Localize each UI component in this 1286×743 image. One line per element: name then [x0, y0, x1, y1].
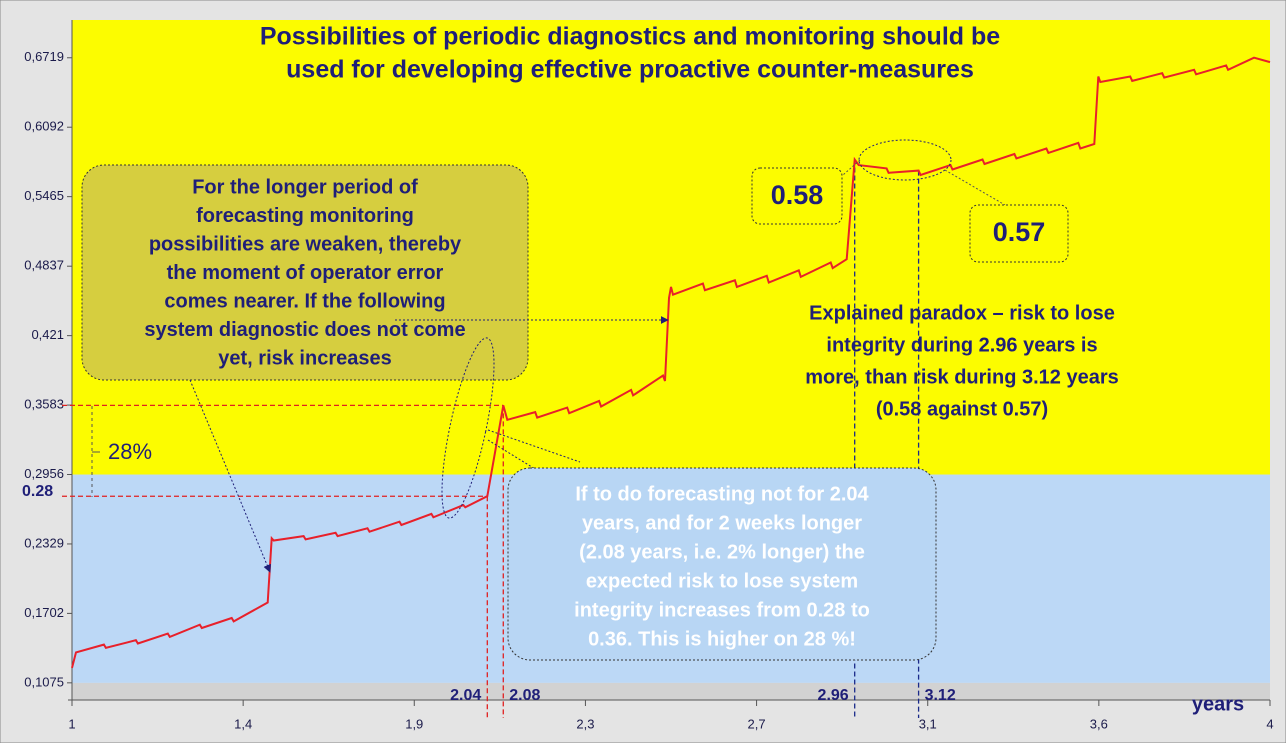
dip-label: 0.57 — [993, 217, 1046, 247]
paradox-note-line: integrity during 2.96 years is — [826, 334, 1097, 356]
left-note-line: possibilities are weaken, thereby — [149, 233, 462, 255]
dip-box — [969, 204, 1069, 263]
jump-note-line: 0.36. This is higher on 28 %! — [588, 628, 856, 650]
left-note-line: the moment of operator error — [167, 262, 444, 284]
jump-note-line: (2.08 years, i.e. 2% longer) the — [579, 541, 865, 563]
y-tick-label: 0,2956 — [24, 466, 64, 481]
y-tick-label: 0,6092 — [24, 119, 64, 134]
jump-note-box — [507, 467, 937, 661]
peak-ellipse — [858, 139, 952, 181]
jump-note-line: If to do forecasting not for 2.04 — [575, 483, 869, 505]
y-tick-label: 0,1702 — [24, 605, 64, 620]
jump-note-line: years, and for 2 weeks longer — [582, 512, 862, 534]
risk-line — [71, 56, 1271, 669]
jump-note-line: expected risk to lose system — [586, 570, 858, 592]
paradox-note-line: Explained paradox – risk to lose — [809, 302, 1115, 324]
x-tick-label: 4 — [1266, 716, 1273, 731]
y-tick-label: 0,4837 — [24, 258, 64, 273]
x-tick-label: 3,6 — [1090, 716, 1108, 731]
x-tick-label: 3,1 — [919, 716, 937, 731]
x-tick-label: 1,4 — [234, 716, 252, 731]
paradox-note-line: more, than risk during 3.12 years — [805, 366, 1118, 388]
paradox-note-line: (0.58 against 0.57) — [876, 398, 1048, 420]
arrow — [189, 379, 271, 573]
zone — [72, 682, 1270, 700]
peak-label: 0.58 — [771, 180, 824, 210]
annotations: 28% For the longer period of forecasting m… — [81, 23, 1119, 661]
left-note-line: comes nearer. If the following — [164, 290, 445, 312]
x-axis-label: years — [1192, 693, 1244, 715]
chart-title: Possibilities of periodic diagnostics an… — [260, 23, 1000, 51]
marker-label: 2.96 — [818, 687, 849, 704]
marker-label: 2.08 — [509, 687, 540, 704]
left-note-line: For the longer period of — [192, 176, 418, 198]
marker-label: 2.04 — [450, 687, 481, 704]
left-note-line: forecasting monitoring — [196, 205, 414, 227]
jump-note-line: integrity increases from 0.28 to — [574, 599, 870, 621]
x-tick-label: 2,3 — [576, 716, 594, 731]
y-marker-label: 0.28 — [22, 483, 53, 500]
peak-box — [751, 167, 843, 225]
left-note-box — [81, 164, 529, 381]
increase-label: 28% — [108, 439, 152, 464]
y-tick-label: 0,5465 — [24, 188, 64, 203]
chart-title: used for developing effective proactive … — [286, 56, 974, 84]
jump-callout — [487, 429, 581, 473]
left-note-line: yet, risk increases — [218, 347, 391, 369]
jump-ellipse — [441, 337, 495, 519]
y-tick-label: 0,3583 — [24, 397, 64, 412]
dip-callout — [944, 169, 1006, 206]
marker-label: 3.12 — [925, 687, 956, 704]
left-note-line: system diagnostic does not come — [144, 319, 465, 341]
x-tick-label: 1,9 — [405, 716, 423, 731]
y-tick-label: 0,421 — [31, 327, 64, 342]
x-tick-label: 1 — [68, 716, 75, 731]
y-tick-label: 0,6719 — [24, 49, 64, 64]
y-tick-label: 0,2329 — [24, 535, 64, 550]
y-tick-label: 0,1075 — [24, 674, 64, 689]
x-tick-label: 2,7 — [748, 716, 766, 731]
